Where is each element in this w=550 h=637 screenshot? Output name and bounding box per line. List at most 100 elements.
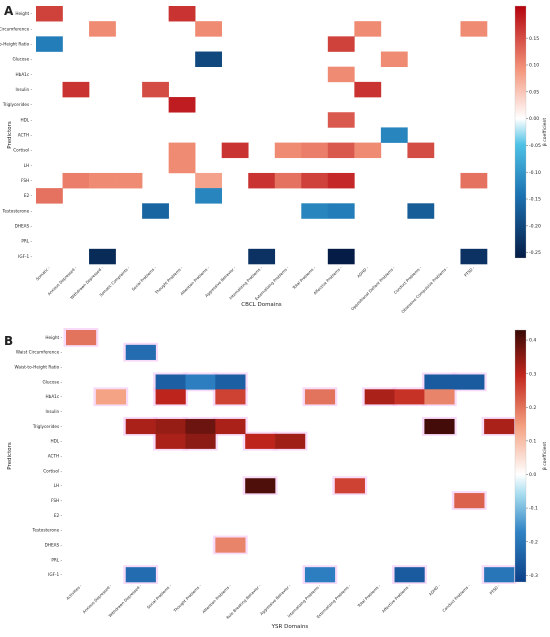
heatmap-cell [185,374,216,390]
heatmap-cell [168,97,196,113]
heatmap-cell [327,36,355,52]
y-axis-title: Predictors [7,442,13,470]
y-tick-label: HDL - [50,439,62,444]
colorbar-tick-label: 0.0 [529,472,536,478]
panel-b: B Height - Waist Circumference - Waist-to-H… [4,328,548,630]
colorbar-tick-label: -0.1 [529,506,538,512]
heatmap-cell [380,127,408,143]
x-tick-label: Social Problems - [131,265,158,292]
y-tick-label: E2 - [24,193,33,198]
heatmap-cell [301,172,329,189]
heatmap-cell [327,66,355,83]
y-tick-label: FSH - [21,178,32,183]
y-tick-label: IGF-1 - [48,572,62,577]
x-tick-label: Withdrawn Depressed - [107,583,142,618]
y-tick-label: LH - [54,483,63,488]
y-tick-label: Triglycerides - [32,424,63,429]
x-tick-label: Obsessive Compulsive Problems - [400,265,449,314]
heatmap-cell [354,21,382,37]
colorbar-title: β coefficient [542,118,548,147]
heatmap-cell [460,21,488,37]
y-tick-label: Waist-to-Height Ratio - [15,365,63,370]
y-tick-label: PRL - [51,557,62,562]
x-tick-label: Affective Problems - [312,265,343,296]
x-tick-label: Conduct Problems - [393,265,423,295]
colorbar-tick-label: 0.05 [529,89,539,95]
heatmap-cell [424,418,455,435]
heatmap-cell [142,203,169,219]
heatmap-cell [304,567,336,583]
x-tick-label: PTSD - [488,583,501,596]
heatmap-cell [195,188,223,204]
y-tick-label: HbA1c - [46,394,63,399]
heatmap-cell [484,567,515,583]
heatmap-cell [380,51,408,68]
heatmap-cell [301,203,329,219]
colorbar-tick-label: 0.15 [529,36,539,42]
y-tick-label: Glucose - [12,57,32,62]
heatmap-cell [327,142,355,159]
x-tick-label: PTSD - [463,265,476,278]
x-tick-label: Somatic - [35,265,52,282]
y-tick-label: DHEAS - [15,224,33,229]
y-tick-label: E2 - [54,513,63,518]
y-tick-label: HbA1c - [16,72,33,77]
heatmap-cell [185,418,216,435]
colorbar-tick-label: -0.3 [529,573,538,579]
heatmap-cell [301,142,329,159]
heatmap-cell [36,6,63,22]
x-tick-label: Somatic Complaints - [98,265,131,298]
x-tick-label: Externalizing Problems - [315,583,351,619]
heatmap-cell [185,433,216,449]
heatmap-cell [424,374,455,390]
heatmap-cell [155,433,186,449]
heatmap-cell [215,374,246,390]
heatmap-cell [274,172,302,189]
y-tick-label: Waist-to-Height Ratio - [0,41,32,46]
heatmap-cell [454,493,485,509]
heatmap-cell [424,389,455,405]
heatmap-cell [215,389,246,405]
panel-letter: B [4,334,13,348]
colorbar-tick-label: 0.00 [529,116,539,122]
y-tick-label: LH - [24,163,33,168]
heatmap-cell [394,567,425,583]
y-tick-label: Insulin - [45,409,62,414]
x-tick-label: Affective Problems - [381,583,412,614]
heatmap-cell [215,537,246,553]
heatmap-cell [195,172,223,189]
x-tick-label: Social Problems - [146,583,173,610]
y-tick-label: ACTH - [48,454,63,459]
heatmap-cell [460,172,488,189]
heatmap-cell [115,172,143,189]
heatmap-cell [354,81,382,98]
y-tick-label: Triglycerides - [2,102,33,107]
y-tick-label: Height - [45,335,62,340]
heatmap-cell [245,478,276,494]
heatmap-cell [36,36,63,52]
heatmap-cell [454,374,485,390]
heatmap-cell [62,81,90,98]
heatmap-cell [195,51,223,68]
colorbar-tick-label: -0.10 [529,170,541,176]
y-tick-label: PRL - [21,239,32,244]
colorbar-tick-label: -0.25 [529,250,541,256]
y-tick-label: Testosterone - [32,528,63,533]
heatmap-cell [327,203,355,219]
heatmap-cell [89,21,116,37]
heatmap-cell [215,418,246,435]
heatmap-cell [248,248,276,265]
heatmap-cell [142,81,169,98]
heatmap-cell [168,6,196,22]
heatmap-cell [195,21,223,37]
heatmap-cell [125,344,156,360]
y-tick-label: DHEAS - [45,542,63,547]
heatmap-cell [125,418,156,435]
heatmap-cell [155,418,186,435]
heatmap-cell [327,172,355,189]
panel-letter: A [4,4,14,18]
y-tick-label: IGF-1 - [18,254,32,259]
heatmap-cell [155,389,186,405]
